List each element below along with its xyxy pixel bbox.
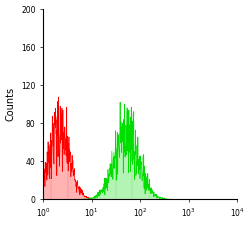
Y-axis label: Counts: Counts [6, 87, 16, 121]
